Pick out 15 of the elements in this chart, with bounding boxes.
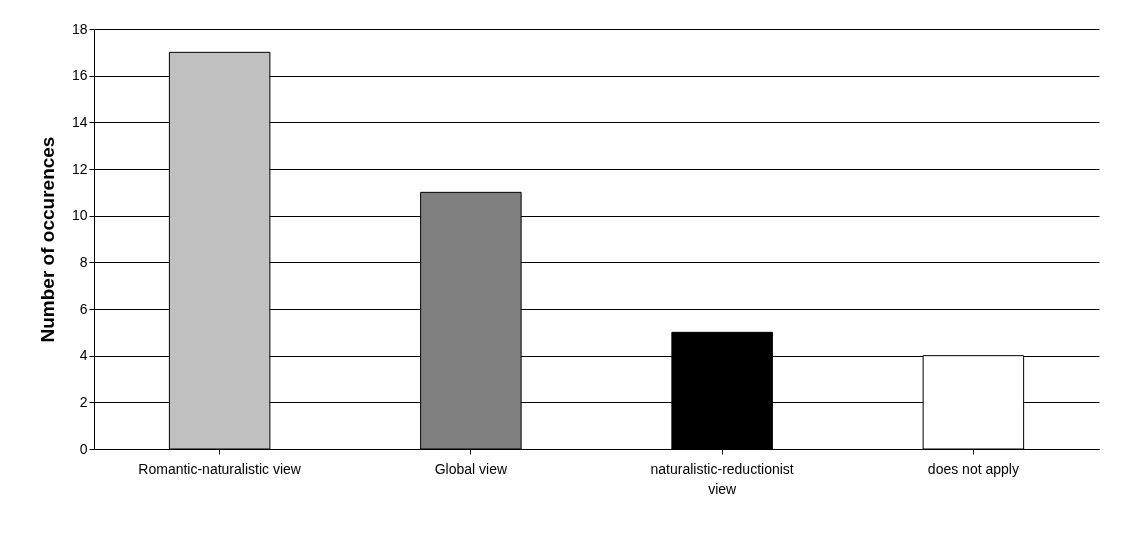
y-tick-label: 12 <box>71 160 88 177</box>
x-tick-label: Romantic-naturalistic view <box>138 460 302 477</box>
y-axis-title: Number of occurences <box>36 136 58 343</box>
y-tick-label: 10 <box>71 207 88 224</box>
y-tick-label: 18 <box>71 20 88 37</box>
y-tick-label: 6 <box>79 300 88 317</box>
x-tick-label: does not apply <box>927 460 1019 477</box>
y-tick-label: 0 <box>79 440 88 457</box>
y-tick-label: 16 <box>71 67 88 84</box>
y-tick-label: 14 <box>71 113 88 130</box>
y-tick-label: 4 <box>79 347 88 364</box>
x-tick-label: naturalistic-reductionist view <box>650 460 794 497</box>
y-tick-label: 8 <box>79 253 88 270</box>
x-tick-label: Global view <box>434 460 508 477</box>
y-tick-label: 2 <box>79 393 88 410</box>
